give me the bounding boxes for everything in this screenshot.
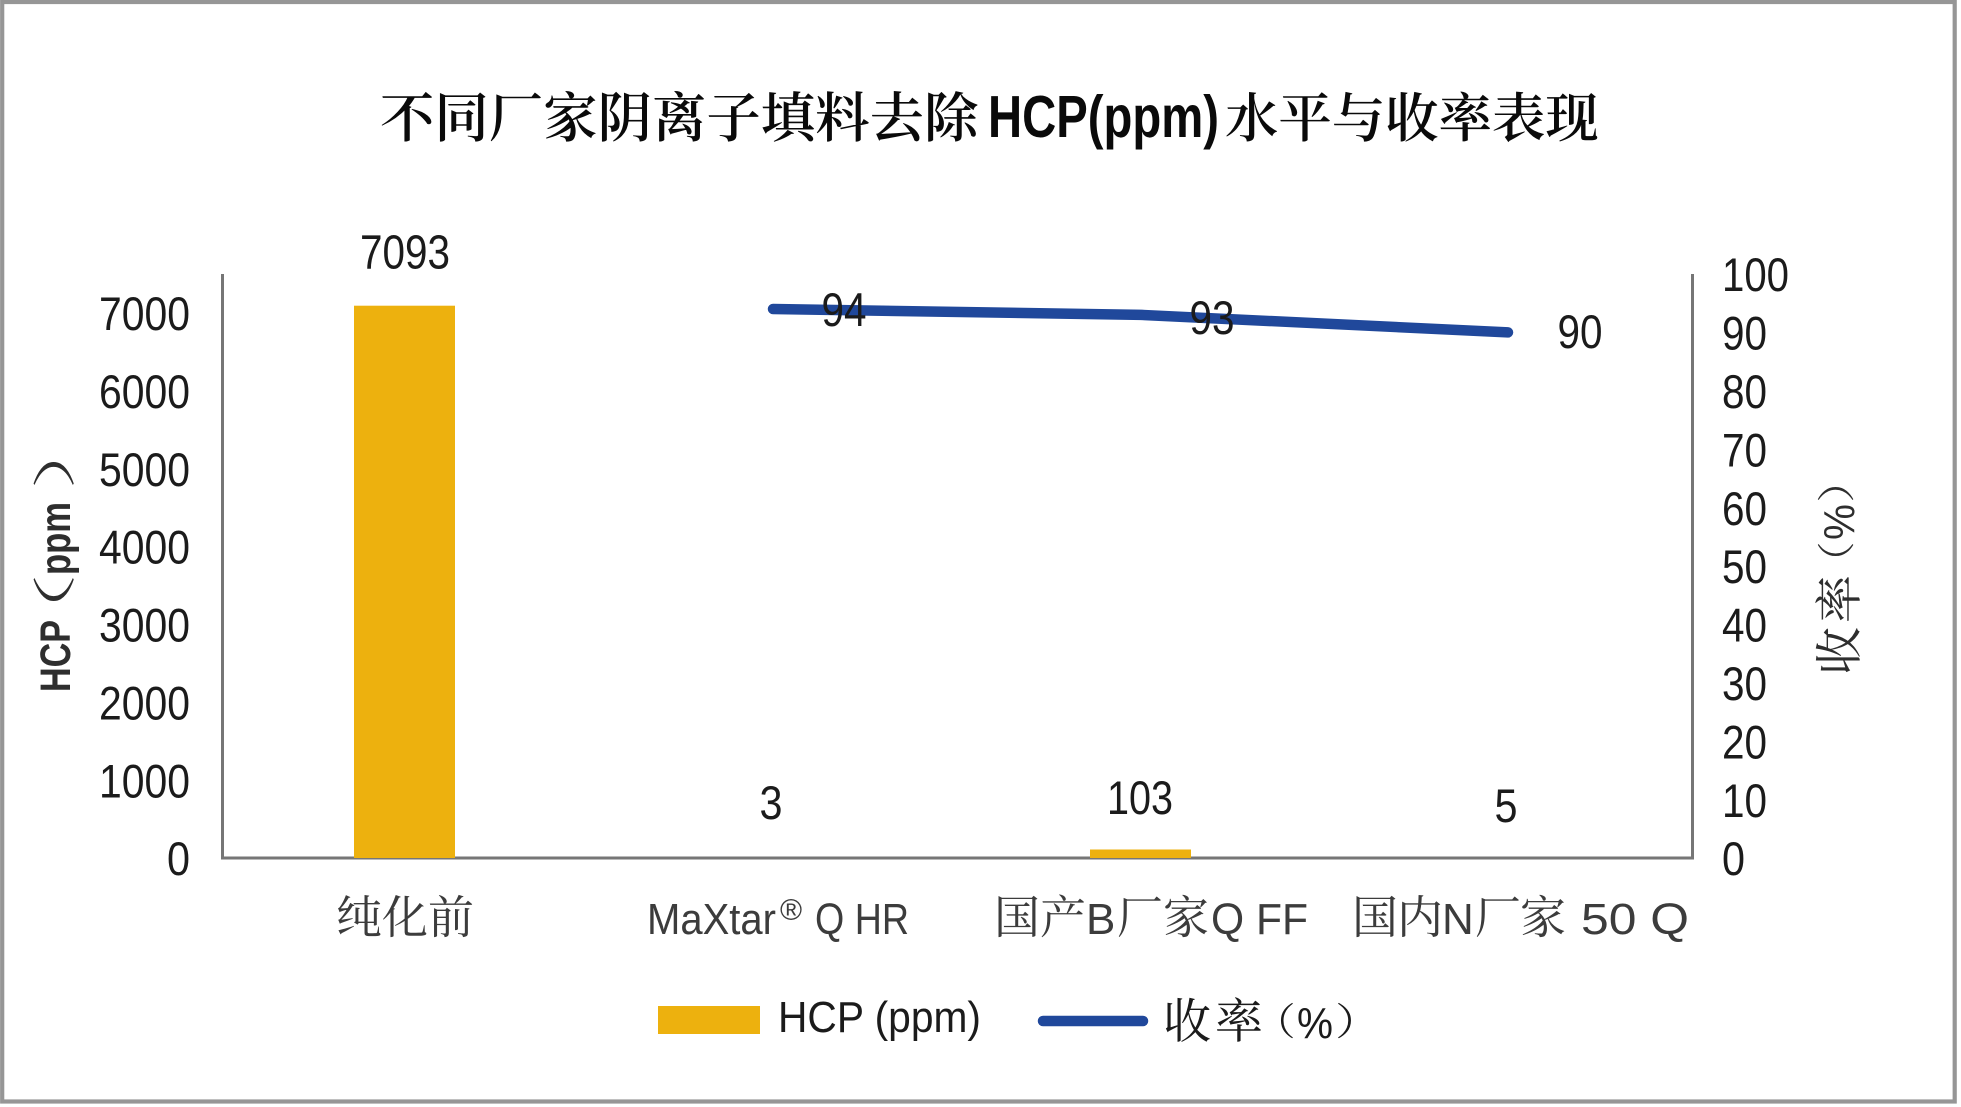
svg-text:B: B — [1086, 895, 1115, 944]
svg-text:%: % — [1815, 504, 1864, 540]
svg-text:50 Q: 50 Q — [1581, 895, 1689, 944]
svg-text:90: 90 — [1558, 305, 1603, 358]
svg-text:40: 40 — [1722, 599, 1767, 652]
svg-text:3: 3 — [760, 776, 783, 829]
svg-text:ppm: ppm — [32, 502, 80, 575]
svg-text:MaXtar: MaXtar — [647, 895, 776, 944]
svg-text:50: 50 — [1722, 540, 1767, 593]
svg-text:N: N — [1442, 895, 1474, 944]
svg-text:%: % — [1297, 999, 1333, 1048]
svg-text:30: 30 — [1722, 657, 1767, 710]
svg-text:HCP(ppm): HCP(ppm) — [988, 84, 1219, 150]
svg-text:0: 0 — [167, 832, 190, 885]
svg-text:4000: 4000 — [99, 521, 190, 574]
svg-text:93: 93 — [1190, 291, 1235, 344]
svg-text:100: 100 — [1722, 248, 1789, 301]
svg-text:7093: 7093 — [360, 227, 450, 280]
svg-text:0: 0 — [1722, 832, 1745, 885]
svg-text:80: 80 — [1722, 365, 1767, 418]
svg-text:1000: 1000 — [99, 754, 190, 807]
svg-text:3000: 3000 — [99, 599, 190, 652]
svg-text:®: ® — [780, 894, 802, 927]
svg-text:HCP: HCP — [32, 620, 80, 692]
svg-text:90: 90 — [1722, 307, 1767, 360]
svg-text:Q HR: Q HR — [815, 895, 909, 944]
svg-text:2000: 2000 — [99, 676, 190, 729]
svg-text:5: 5 — [1495, 779, 1518, 832]
svg-text:70: 70 — [1722, 423, 1767, 476]
svg-text:5000: 5000 — [99, 443, 190, 496]
svg-text:Q FF: Q FF — [1211, 895, 1308, 944]
svg-text:10: 10 — [1722, 774, 1767, 827]
svg-text:60: 60 — [1722, 482, 1767, 535]
svg-text:103: 103 — [1107, 771, 1173, 824]
svg-text:94: 94 — [822, 283, 867, 336]
svg-text:6000: 6000 — [99, 365, 190, 418]
svg-text:7000: 7000 — [99, 287, 190, 340]
svg-text:20: 20 — [1722, 715, 1767, 768]
svg-text:HCP (ppm): HCP (ppm) — [778, 993, 981, 1042]
